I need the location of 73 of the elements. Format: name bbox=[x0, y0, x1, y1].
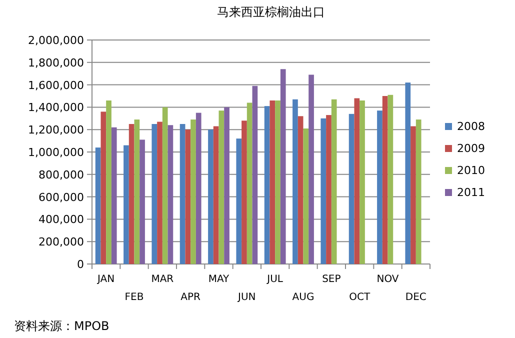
bar bbox=[388, 94, 394, 264]
bar bbox=[360, 100, 365, 264]
y-tick-label: 1,800,000 bbox=[28, 56, 84, 70]
text: 资料来源：MPOB bbox=[14, 319, 110, 333]
y-tick-label: 200,000 bbox=[38, 236, 84, 249]
legend-label: 2010 bbox=[457, 164, 485, 177]
x-tick-label: DEC bbox=[405, 292, 426, 303]
bar bbox=[303, 128, 309, 264]
bar bbox=[308, 74, 314, 264]
bar bbox=[348, 114, 354, 264]
bar bbox=[95, 148, 101, 264]
bar bbox=[185, 130, 191, 264]
bar bbox=[298, 116, 304, 264]
bar bbox=[218, 110, 224, 264]
bar bbox=[152, 124, 158, 264]
y-tick-label: 2,000,000 bbox=[28, 34, 84, 47]
bar bbox=[190, 120, 196, 264]
bar bbox=[354, 98, 360, 264]
bar bbox=[128, 124, 134, 264]
y-tick-label: 1,600,000 bbox=[28, 78, 84, 92]
x-tick-label: APR bbox=[180, 292, 201, 303]
bar bbox=[326, 115, 332, 264]
bar bbox=[252, 86, 258, 264]
legend-label: 2008 bbox=[457, 120, 485, 133]
bar bbox=[140, 140, 145, 264]
bar bbox=[157, 122, 162, 264]
x-tick-label: OCT bbox=[349, 292, 371, 303]
bar bbox=[124, 145, 129, 264]
x-tick-label: NOV bbox=[376, 274, 399, 285]
bar bbox=[264, 106, 270, 264]
x-tick-label: AUG bbox=[292, 292, 314, 303]
x-tick-label: JAN bbox=[96, 274, 115, 285]
legend-label: 2011 bbox=[457, 186, 485, 199]
y-tick-label: 1,400,000 bbox=[28, 101, 84, 114]
bar bbox=[236, 138, 242, 264]
bar bbox=[196, 112, 202, 264]
bar bbox=[111, 127, 117, 264]
bar bbox=[382, 96, 388, 264]
x-tick-label: FEB bbox=[124, 292, 144, 303]
bar bbox=[405, 82, 411, 264]
bar bbox=[168, 125, 174, 264]
bar bbox=[416, 120, 422, 264]
bar bbox=[106, 100, 112, 264]
bar bbox=[242, 120, 247, 264]
bar bbox=[270, 100, 276, 264]
bar bbox=[134, 120, 140, 264]
y-tick-label: 1,200,000 bbox=[28, 124, 84, 137]
x-tick-label: SEP bbox=[322, 274, 341, 285]
y-tick-label: 800,000 bbox=[38, 168, 84, 182]
bar bbox=[100, 112, 106, 264]
bar bbox=[162, 107, 168, 264]
y-tick-label: 0 bbox=[77, 258, 84, 271]
x-tick-label: MAR bbox=[151, 274, 174, 285]
chart-title: 马来西亚棕榈油出口 bbox=[217, 5, 325, 19]
y-tick-label: 600,000 bbox=[38, 190, 84, 204]
bar bbox=[180, 124, 186, 264]
x-tick-label: MAY bbox=[208, 274, 230, 285]
bar bbox=[208, 130, 214, 264]
bar bbox=[377, 110, 382, 264]
bar bbox=[410, 126, 416, 264]
legend-label: 2009 bbox=[457, 142, 485, 155]
x-tick-label: JUN bbox=[237, 292, 256, 303]
bar bbox=[331, 99, 337, 264]
bar bbox=[320, 118, 326, 264]
y-tick-label: 1,000,000 bbox=[28, 146, 84, 159]
bar bbox=[213, 126, 219, 264]
bar bbox=[275, 100, 280, 264]
x-tick-label: JUL bbox=[266, 274, 284, 285]
y-tick-label: 400,000 bbox=[38, 213, 84, 226]
bar bbox=[280, 69, 286, 264]
bar bbox=[224, 107, 230, 264]
bar bbox=[292, 99, 298, 264]
bar bbox=[246, 102, 252, 264]
